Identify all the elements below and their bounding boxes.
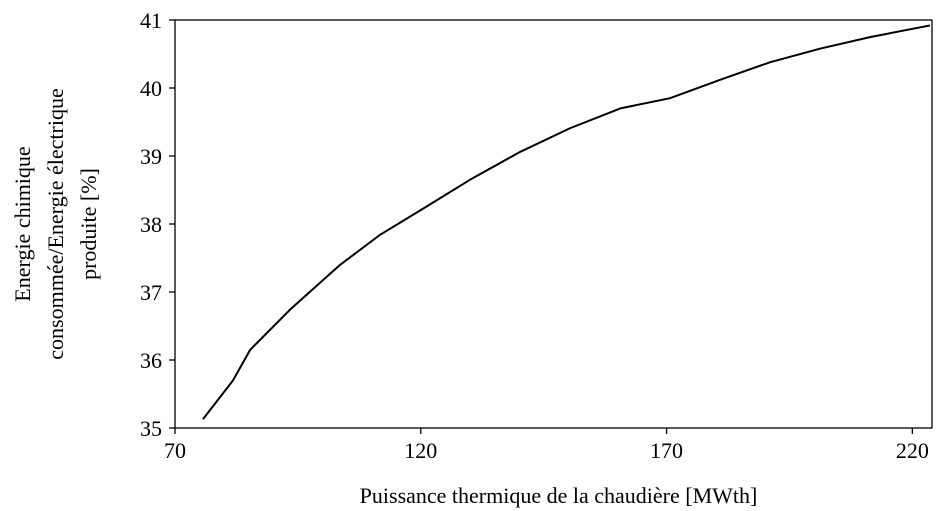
y-tick-label: 40	[140, 76, 162, 101]
y-tick-label: 35	[140, 416, 162, 441]
x-tick-label: 120	[404, 438, 437, 463]
x-tick-label: 170	[650, 438, 683, 463]
line-series	[202, 24, 931, 420]
x-axis-label: Puissance thermique de la chaudière [MWt…	[360, 483, 758, 508]
y-tick-label: 38	[140, 212, 162, 237]
y-tick-label: 39	[140, 144, 162, 169]
y-tick-label: 36	[140, 348, 162, 373]
y-axis-label: consommée/Energie électrique	[43, 88, 68, 359]
y-tick-label: 37	[140, 280, 162, 305]
x-tick-label: 70	[164, 438, 186, 463]
y-tick-label: 41	[140, 8, 162, 33]
plot-frame	[174, 19, 933, 429]
x-tick-label: 220	[896, 438, 929, 463]
y-axis-label: Energie chimique	[10, 146, 35, 301]
y-axis-label: produite [%]	[76, 168, 101, 280]
